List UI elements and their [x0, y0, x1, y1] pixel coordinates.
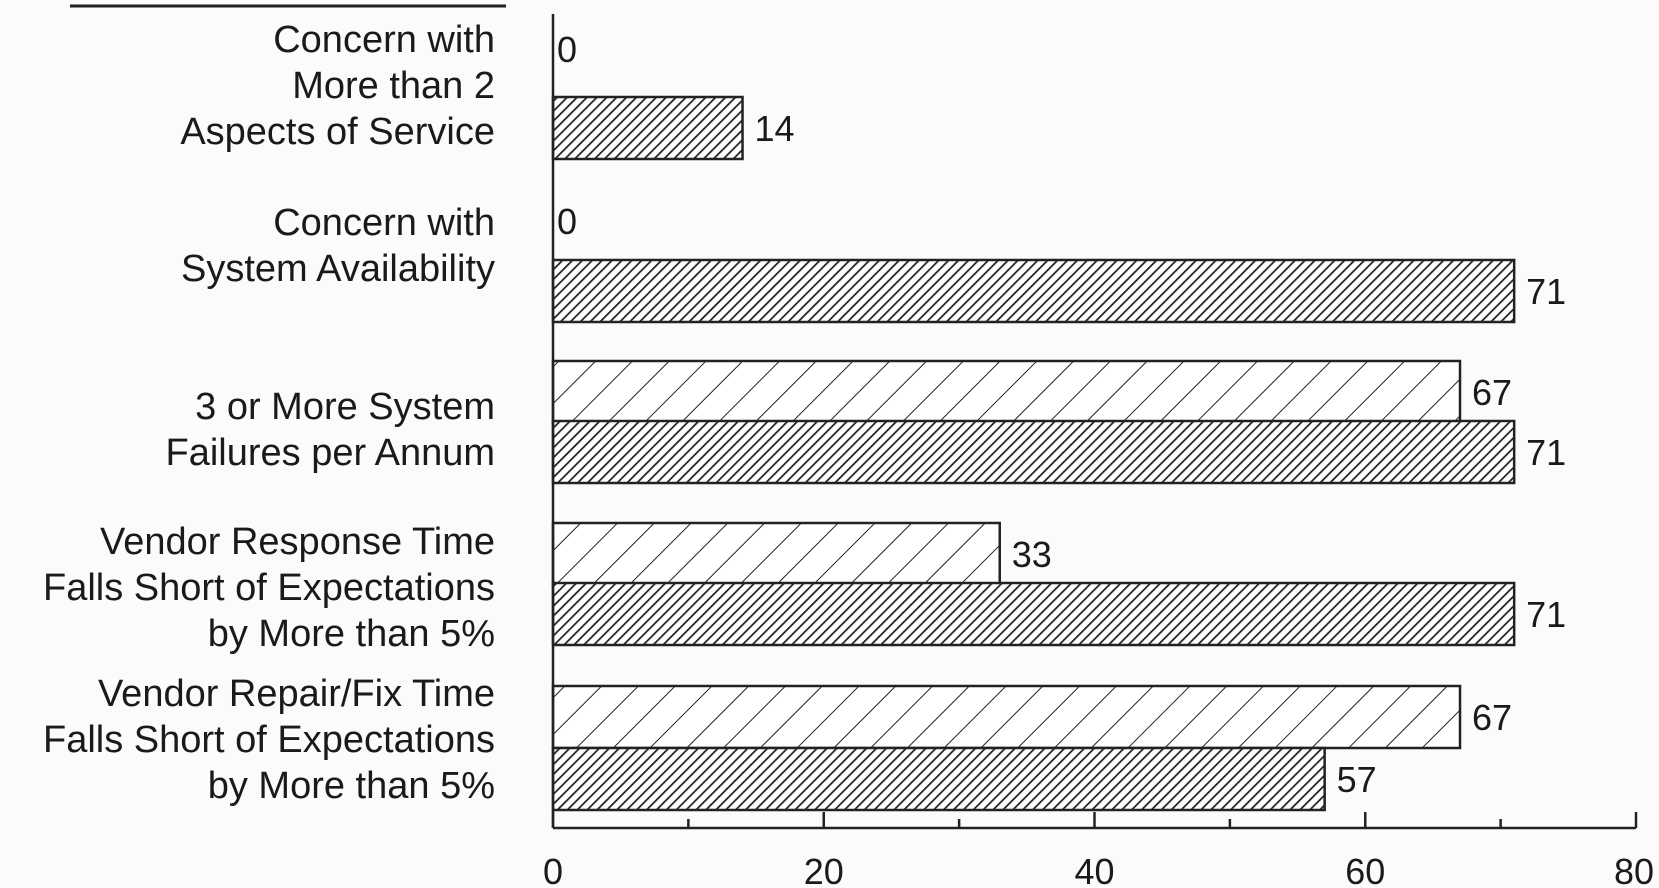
category-label: Concern with: [273, 19, 495, 61]
value-labels: 0 0 67 33 67 14 71 71 71 57: [557, 29, 1566, 800]
value-label: 67: [1472, 697, 1512, 738]
category-label: System Availability: [181, 248, 495, 290]
value-label: 33: [1012, 534, 1052, 575]
category-label: Aspects of Service: [180, 111, 495, 153]
category-label: Concern with: [273, 202, 495, 244]
axes: 0 20 40 60 80: [543, 14, 1654, 888]
bar: [551, 746, 1326, 812]
value-label: 14: [755, 108, 795, 149]
x-tick-label: 60: [1345, 851, 1385, 888]
category-label: Vendor Response Time: [100, 521, 495, 563]
value-label: 57: [1337, 759, 1377, 800]
value-label: 71: [1526, 432, 1566, 473]
x-tick-label: 20: [804, 851, 844, 888]
x-tick-label: 40: [1074, 851, 1114, 888]
bar: [551, 581, 1516, 647]
bar: [551, 359, 1462, 425]
value-label: 67: [1472, 372, 1512, 413]
category-label: Falls Short of Expectations: [43, 719, 495, 761]
category-label: Failures per Annum: [166, 432, 496, 474]
bars: [551, 95, 1516, 812]
value-label: 71: [1526, 271, 1566, 312]
bar: [551, 684, 1462, 750]
category-label: by More than 5%: [208, 613, 495, 655]
category-label: Vendor Repair/Fix Time: [98, 673, 495, 715]
category-label: 3 or More System: [195, 386, 495, 428]
bar: [551, 258, 1516, 324]
bar: [551, 521, 1001, 587]
category-label: Falls Short of Expectations: [43, 567, 495, 609]
value-label: 71: [1526, 594, 1566, 635]
x-tick-label: 0: [543, 851, 563, 888]
value-label: 0: [557, 201, 577, 242]
value-label: 0: [557, 29, 577, 70]
category-label: More than 2: [292, 65, 495, 107]
bar: [551, 419, 1516, 485]
bar: [551, 95, 744, 161]
x-tick-label: 80: [1614, 851, 1654, 888]
category-label: by More than 5%: [208, 765, 495, 807]
